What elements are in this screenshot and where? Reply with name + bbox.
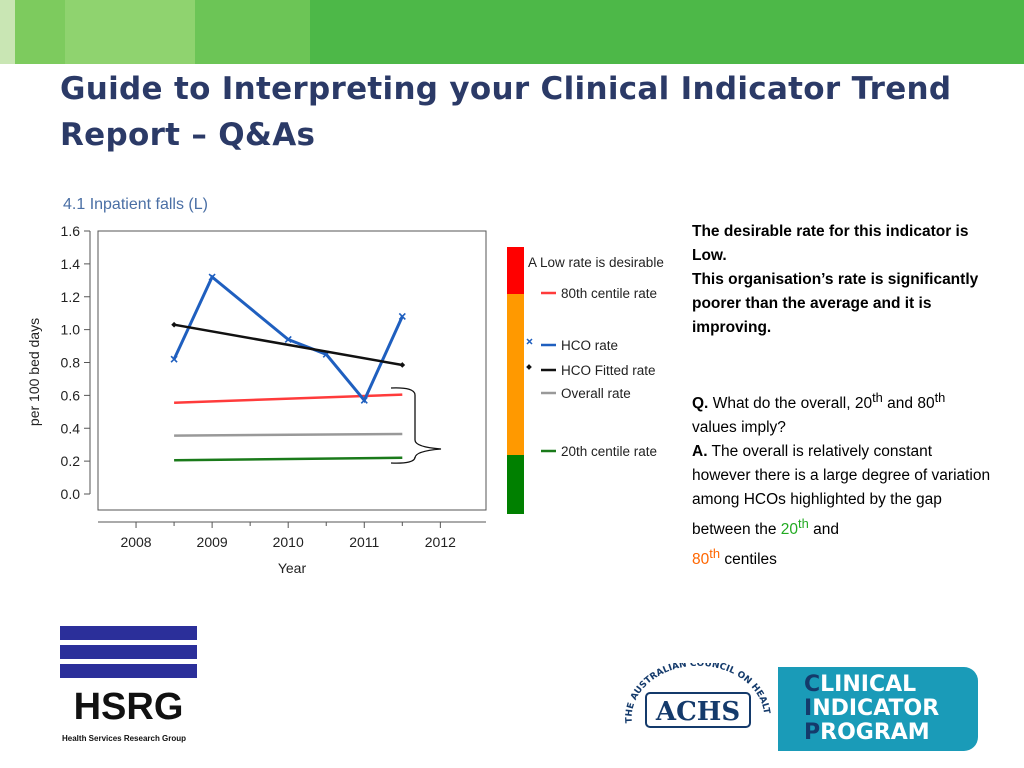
series-point bbox=[360, 396, 368, 404]
chart-series bbox=[170, 273, 442, 464]
slide-title: Guide to Interpreting your Clinical Indi… bbox=[60, 71, 952, 153]
logo-stripe bbox=[60, 626, 197, 640]
banner-block bbox=[0, 0, 15, 64]
answer: A. The overall is relatively constant ho… bbox=[692, 440, 992, 572]
cip-rest: LINICAL bbox=[820, 672, 917, 697]
achs-name: ACHS bbox=[655, 697, 740, 727]
answer-and: and bbox=[813, 521, 839, 539]
y-tick-label: 1.2 bbox=[61, 289, 81, 305]
indicator-bar-segment bbox=[507, 455, 524, 514]
answer-sup: th bbox=[798, 516, 809, 532]
series-point bbox=[170, 355, 178, 363]
series-point bbox=[171, 321, 177, 328]
logo-stripe bbox=[60, 664, 197, 678]
chart-title: 4.1 Inpatient falls (L) bbox=[63, 196, 208, 213]
hsrg-subtitle: Health Services Research Group bbox=[62, 734, 187, 743]
answer-text-post: centiles bbox=[724, 551, 777, 569]
legend-marker bbox=[526, 364, 532, 370]
y-tick-label: 1.0 bbox=[61, 322, 81, 338]
legend-marker bbox=[526, 338, 533, 345]
question-sup: th bbox=[934, 390, 946, 405]
banner-block bbox=[15, 0, 65, 64]
series-line-4 bbox=[174, 456, 403, 462]
banner-block bbox=[195, 0, 310, 64]
question: Q. What do the overall, 20th and 80th va… bbox=[692, 386, 992, 440]
summary-desirable: The desirable rate for this indicator is… bbox=[692, 223, 969, 264]
x-tick-label: 2009 bbox=[197, 534, 228, 550]
cip-wordmark: CLINICAL INDICATOR PROGRAM bbox=[804, 673, 939, 745]
y-axis-label: per 100 bed days bbox=[26, 318, 42, 426]
question-label: Q. bbox=[692, 395, 709, 413]
x-tick-label: 2011 bbox=[349, 534, 379, 550]
question-text-pre: What do the overall, 20 bbox=[712, 395, 873, 413]
achs-badge bbox=[645, 692, 751, 728]
y-tick-label: 0.0 bbox=[61, 486, 81, 502]
logo-stripe bbox=[60, 645, 197, 659]
x-axis-label: Year bbox=[278, 560, 307, 576]
header-banner bbox=[0, 0, 1024, 64]
series-line-0 bbox=[174, 393, 403, 405]
banner-block bbox=[65, 0, 195, 64]
answer-80: 80 bbox=[692, 551, 710, 569]
centile-range-bracket bbox=[390, 387, 442, 464]
series-point bbox=[208, 273, 216, 281]
y-tick-label: 1.4 bbox=[61, 256, 81, 272]
legend-label: 20th centile rate bbox=[561, 444, 657, 459]
y-tick-label: 0.2 bbox=[61, 453, 81, 469]
y-tick-label: 0.8 bbox=[61, 355, 81, 371]
answer-sup: th bbox=[709, 546, 721, 562]
series-point bbox=[398, 312, 406, 321]
legend-label: 80th centile rate bbox=[561, 286, 657, 301]
answer-label: A. bbox=[692, 443, 708, 461]
hsrg-logo: HSRG Health Services Research Group bbox=[60, 626, 197, 746]
question-text-post: values imply? bbox=[692, 419, 786, 437]
hsrg-name: HSRG bbox=[73, 686, 184, 728]
indicator-bar-segment bbox=[507, 247, 524, 294]
cip-line: PROGRAM bbox=[804, 721, 939, 745]
legend-label: HCO rate bbox=[561, 338, 618, 353]
cip-line: CLINICAL bbox=[804, 673, 939, 697]
x-tick-label: 2012 bbox=[425, 534, 456, 550]
legend-label: HCO Fitted rate bbox=[561, 363, 656, 378]
cip-initial: I bbox=[804, 696, 813, 721]
x-tick-label: 2008 bbox=[120, 534, 151, 550]
cip-initial: P bbox=[804, 720, 821, 745]
chart-axes: 0.0 0.2 0.4 0.6 0.8 1.0 1.2 1.4 1.6 per 100 bed d… bbox=[26, 223, 487, 576]
summary-organisation: This organisation’s rate is significantl… bbox=[692, 271, 979, 336]
achs-seal: THE AUSTRALIAN COUNCIL ON HEALTHCARE STA… bbox=[618, 663, 774, 758]
cip-line: INDICATOR bbox=[804, 697, 939, 721]
explanation-panel: The desirable rate for this indicator is… bbox=[692, 220, 992, 572]
answer-text-pre: The overall is relatively constant howev… bbox=[692, 443, 991, 539]
y-tick-label: 0.6 bbox=[61, 387, 81, 403]
cip-panel bbox=[778, 667, 978, 751]
answer-20th: 20th bbox=[780, 516, 809, 539]
series-line-1 bbox=[172, 274, 404, 404]
achs-cip-logo: THE AUSTRALIAN COUNCIL ON HEALTHCARE STA… bbox=[618, 663, 980, 758]
y-tick-label: 0.4 bbox=[61, 420, 81, 436]
series-point bbox=[399, 362, 406, 368]
legend-label: Overall rate bbox=[561, 386, 631, 401]
chart-legend: A Low rate is desirable 80th centile rate… bbox=[507, 247, 664, 514]
cip-rest: ROGRAM bbox=[820, 720, 930, 745]
answer-80th: 80th bbox=[692, 546, 720, 569]
series-line-3 bbox=[174, 432, 403, 437]
cip-initial: C bbox=[804, 672, 821, 697]
series-line-2 bbox=[173, 323, 403, 367]
plot-frame bbox=[97, 230, 487, 511]
cip-rest: NDICATOR bbox=[812, 696, 940, 721]
question-text-mid: and 80 bbox=[887, 395, 935, 413]
y-tick-label: 1.6 bbox=[61, 223, 81, 239]
series-point bbox=[284, 335, 292, 344]
answer-20: 20 bbox=[780, 521, 799, 539]
x-tick-label: 2010 bbox=[273, 534, 304, 550]
question-sup: th bbox=[872, 390, 883, 405]
indicator-bar-segment bbox=[507, 294, 524, 455]
legend-header: A Low rate is desirable bbox=[528, 255, 664, 270]
